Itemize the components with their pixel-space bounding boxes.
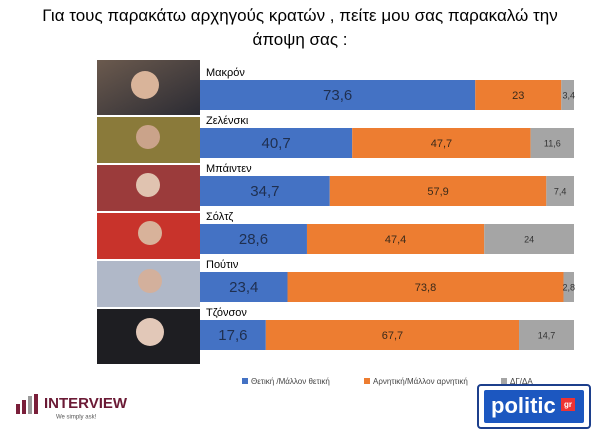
value-label: 14,7 [538,330,556,340]
value-label: 34,7 [250,183,279,200]
photo-face [131,71,159,99]
bar-segment [563,272,574,302]
logo-bar [16,404,20,414]
bar-segment [200,128,353,158]
logo-politic: politic gr [477,384,591,429]
value-label: 40,7 [262,135,291,152]
value-label: 17,6 [218,327,247,344]
legend-label: Θετική /Μάλλον θετική [251,377,330,386]
bar-segment [200,80,476,110]
photo-face [136,125,160,149]
bar-segment [200,272,288,302]
photo-face [138,221,162,245]
logo-inner [484,390,584,423]
photo-face [136,173,160,197]
logo-text: politic [491,393,556,418]
logo-bar [28,396,32,414]
value-label: 47,7 [431,138,452,150]
value-label: 73,8 [415,282,436,294]
bar-segment [484,224,574,254]
legend-swatch [364,378,370,384]
bar-segment [200,320,266,350]
category-label: Μακρόν [206,67,245,79]
value-label: 28,6 [239,231,268,248]
value-label: 23 [512,90,524,102]
bar-segment [546,176,574,206]
value-label: 7,4 [554,186,567,196]
logo-bar [34,394,38,414]
bar-segment [306,224,485,254]
value-label: 47,4 [385,234,406,246]
legend-swatch [242,378,248,384]
bar-segment [287,272,564,302]
category-label: Τζόνσον [206,307,247,319]
legend-label: Αρνητική/Μάλλον αρνητική [373,377,468,386]
photo-face [138,269,162,293]
logo-text: INTERVIEW [44,395,128,412]
logo-bar [22,400,26,414]
value-label: 67,7 [382,330,403,342]
chart-title: Για τους παρακάτω αρχηγούς κρατών , πείτ… [42,6,558,49]
category-label: Ζελένσκι [206,115,249,127]
value-label: 11,6 [544,138,561,148]
bar-segment [329,176,547,206]
value-label: 2,8 [562,282,575,292]
logo-tagline: We simply ask! [56,415,97,421]
value-label: 23,4 [229,279,258,296]
bar-segment [530,128,574,158]
logo-interview: INTERVIEW We simply ask! [16,394,128,421]
photo-face [136,318,164,346]
bar-segment [265,320,520,350]
bar-segment [200,224,307,254]
bar-segment [475,80,562,110]
category-label: Σόλτζ [206,211,233,223]
legend-swatch [501,378,507,384]
bar-segment [352,128,531,158]
bar-segment [561,80,574,110]
legend-label: ΔΓ/ΔΑ [510,377,533,386]
value-label: 57,9 [427,186,448,198]
bar-segment [519,320,574,350]
value-label: 24 [524,234,534,244]
bar-segment [200,176,330,206]
logo-suffix: gr [564,400,572,409]
category-label: Πούτιν [206,259,239,271]
value-label: 3,4 [562,90,575,100]
value-label: 73,6 [323,87,352,104]
logo-badge [561,398,575,411]
category-label: Μπάιντεν [206,163,252,175]
photos [97,60,200,364]
